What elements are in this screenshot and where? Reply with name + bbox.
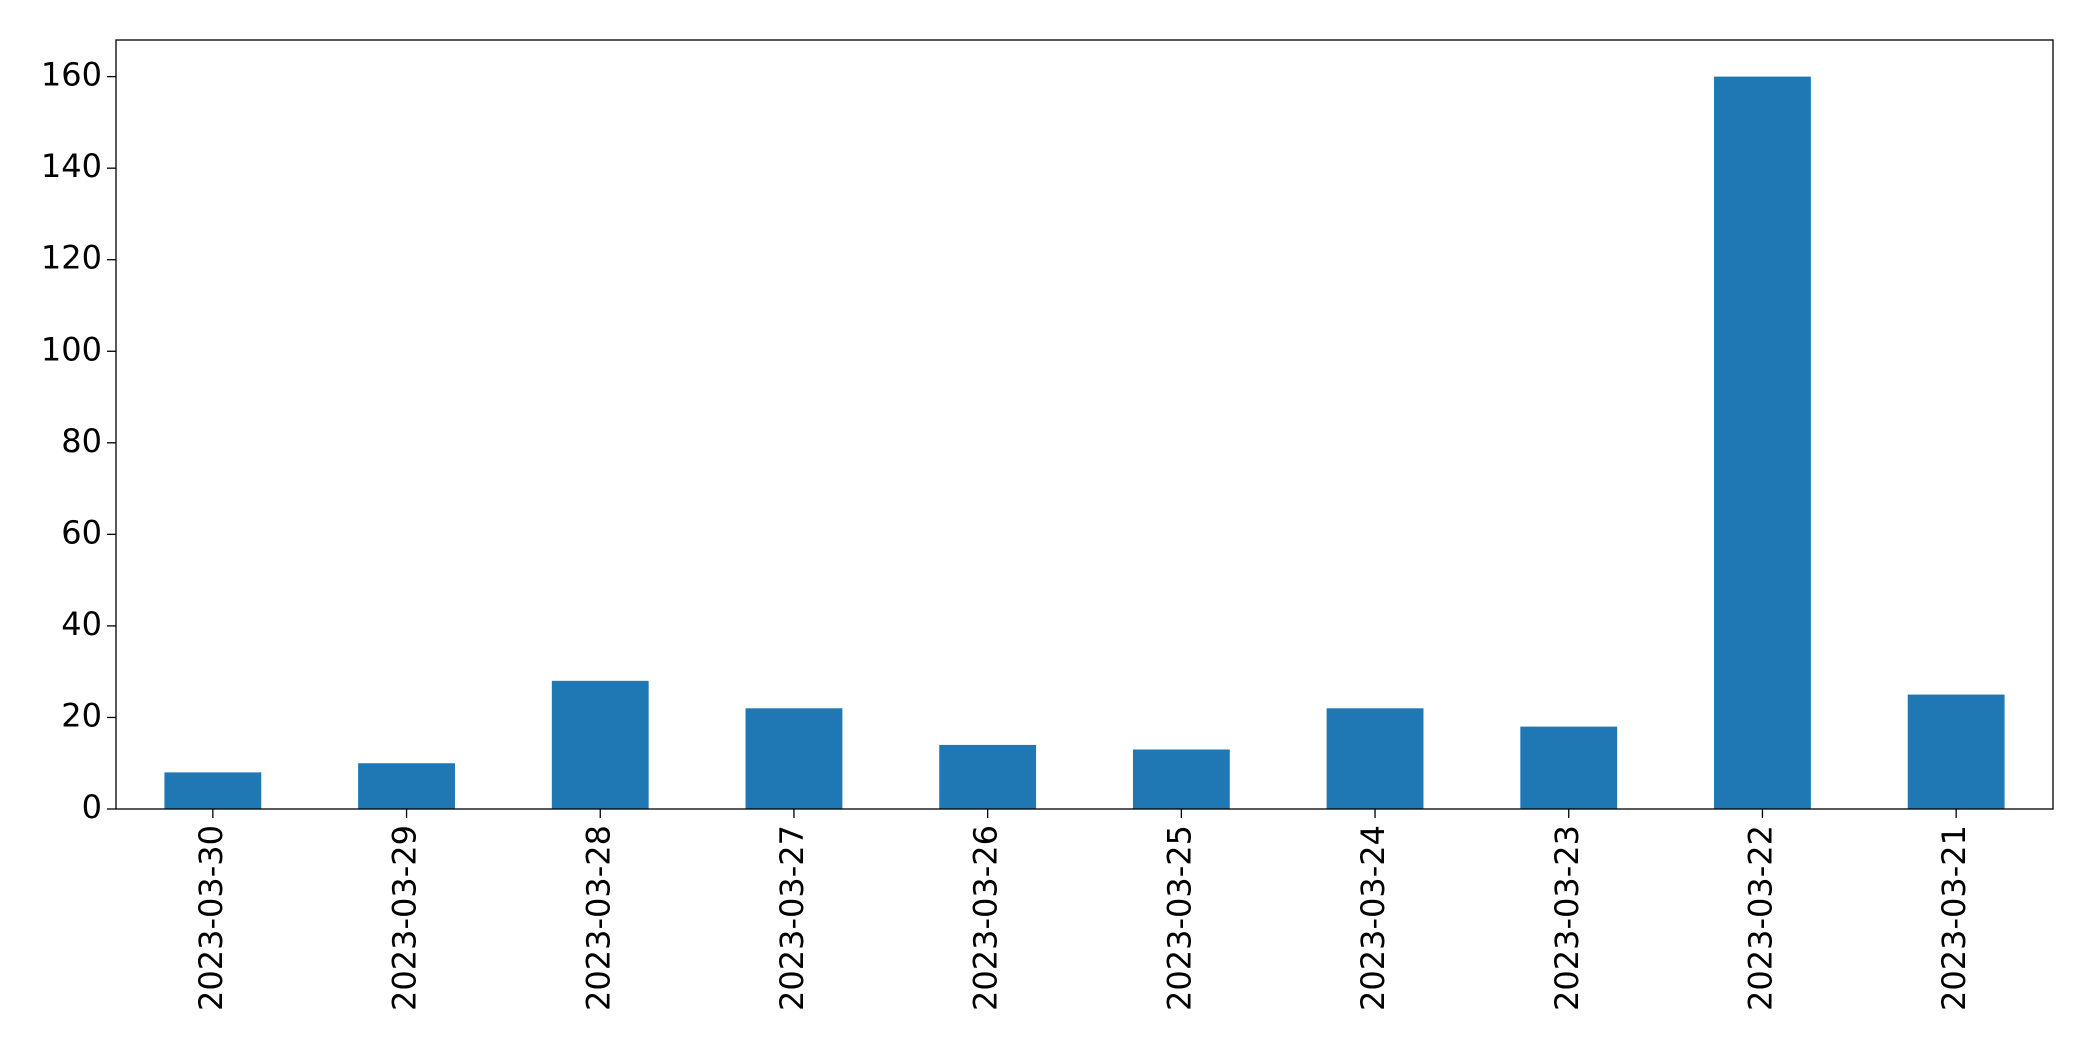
bar <box>551 680 649 809</box>
y-tick-label: 160 <box>41 56 102 94</box>
bar <box>939 744 1037 809</box>
x-tick-label: 2023-03-27 <box>773 825 811 1011</box>
x-tick-label: 2023-03-21 <box>1935 825 1973 1011</box>
x-tick-label: 2023-03-22 <box>1741 825 1779 1011</box>
y-tick-label: 120 <box>41 239 102 277</box>
plot-frame <box>115 39 2054 810</box>
bar <box>1326 708 1424 809</box>
bar <box>1520 726 1618 809</box>
bar <box>745 708 843 809</box>
x-tick-label: 2023-03-28 <box>579 825 617 1011</box>
x-tick-label: 2023-03-29 <box>386 825 424 1011</box>
y-tick-label: 60 <box>61 513 102 551</box>
bar <box>1132 749 1230 809</box>
x-tick-label: 2023-03-24 <box>1354 825 1392 1011</box>
x-tick-label: 2023-03-23 <box>1548 825 1586 1011</box>
bar <box>1907 694 2005 809</box>
x-tick-label: 2023-03-25 <box>1160 825 1198 1011</box>
x-tick-label: 2023-03-26 <box>967 825 1005 1011</box>
y-tick-label: 20 <box>61 696 102 734</box>
bar <box>164 772 262 809</box>
x-tick-label: 2023-03-30 <box>192 825 230 1011</box>
y-tick-label: 0 <box>82 788 102 826</box>
y-tick-label: 80 <box>61 422 102 460</box>
y-tick-label: 140 <box>41 147 102 185</box>
y-tick-label: 40 <box>61 605 102 643</box>
bar <box>1714 76 1811 810</box>
bar <box>358 763 455 809</box>
y-tick-label: 100 <box>41 330 102 368</box>
